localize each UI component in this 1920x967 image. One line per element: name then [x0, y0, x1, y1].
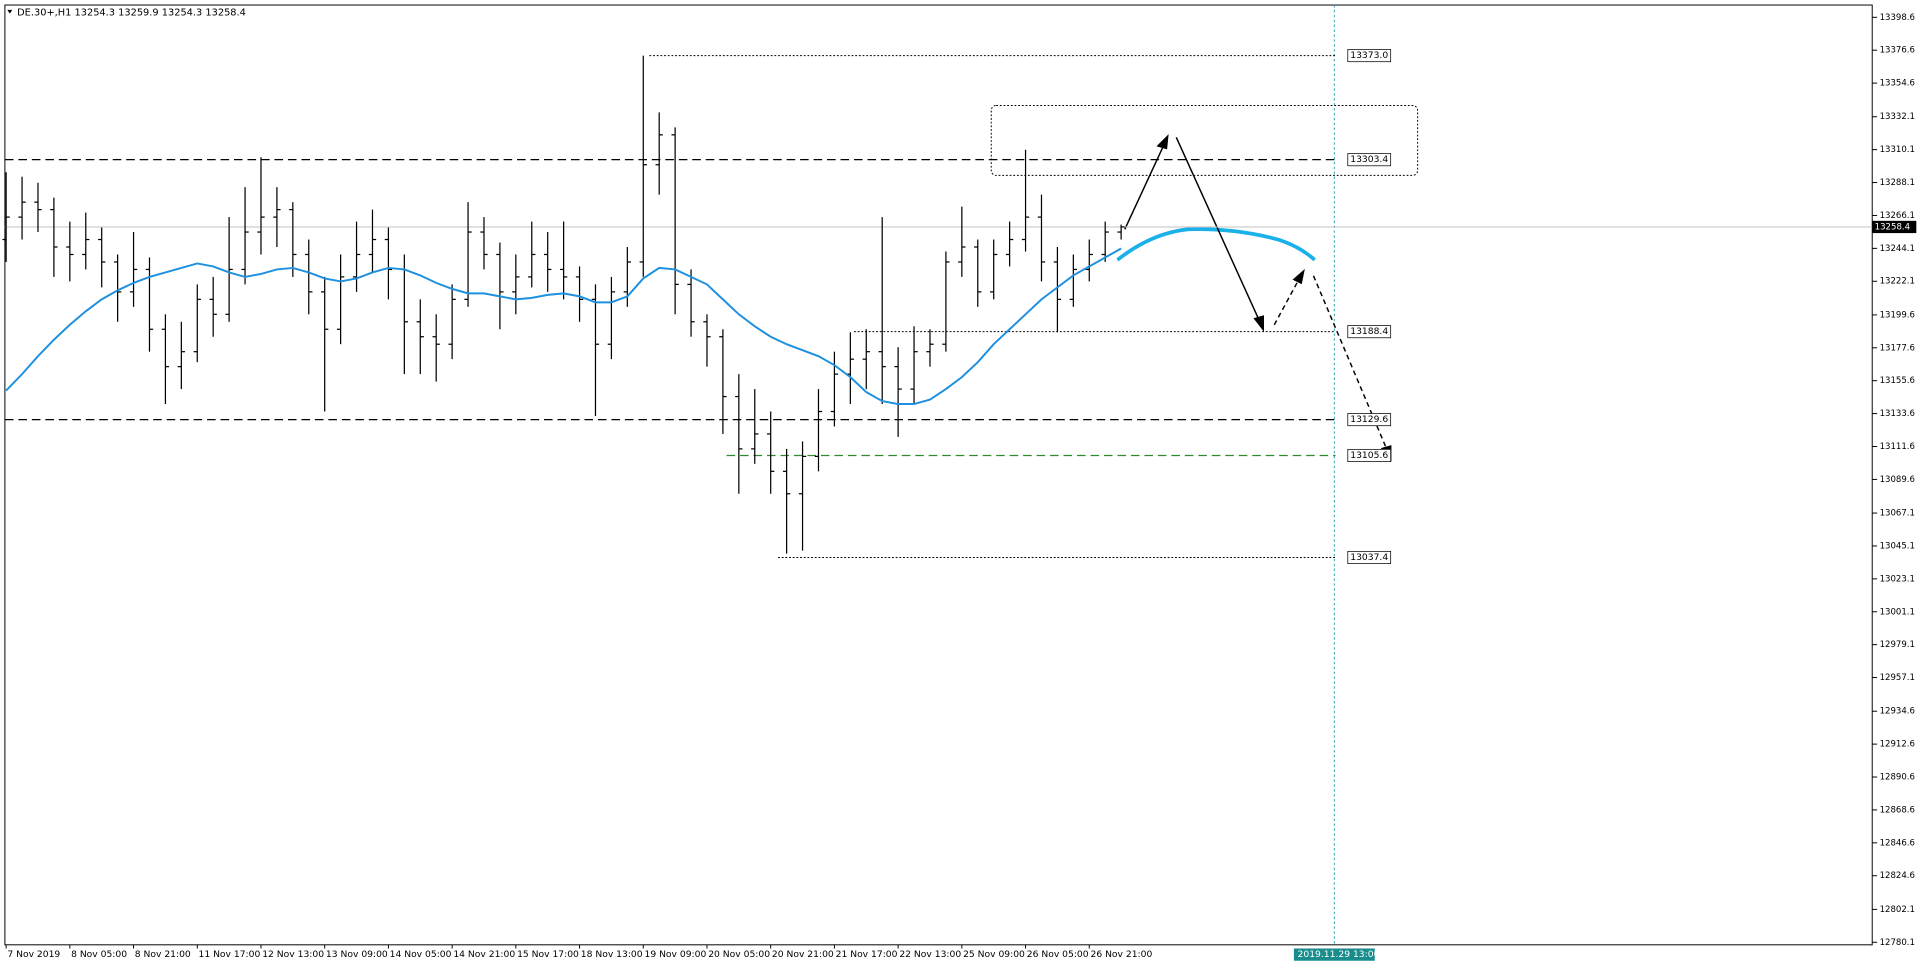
y-tick-label: 13023.1: [1880, 574, 1915, 584]
x-tick-label: 14 Nov 05:00: [390, 949, 452, 960]
moving-average: [5, 247, 1122, 406]
y-tick-label: 12934.6: [1880, 707, 1915, 717]
level-label: 13129.6: [1350, 414, 1388, 425]
y-tick-label: 13089.6: [1880, 475, 1915, 485]
x-tick-label: 13 Nov 09:00: [326, 949, 388, 960]
y-tick-label: 13199.6: [1880, 310, 1915, 320]
x-tick-label: 12 Nov 13:00: [262, 949, 324, 960]
y-tick-label: 13111.6: [1880, 442, 1915, 452]
cursor-label: 2019.11.29 13:00: [1298, 949, 1380, 960]
x-tick-label: 21 Nov 17:00: [836, 949, 898, 960]
y-tick-label: 13288.1: [1880, 178, 1915, 188]
y-tick-label: 12957.1: [1880, 673, 1915, 683]
level-label-box: [1347, 550, 1392, 564]
current-price-box: [1872, 220, 1917, 234]
y-tick-label: 13045.1: [1880, 541, 1915, 551]
level-label-box: [1347, 448, 1392, 462]
y-tick-label: 13398.6: [1880, 13, 1915, 23]
zone-box: [990, 105, 1419, 176]
menu-icon[interactable]: [7, 9, 13, 14]
y-tick-label: 12890.6: [1880, 773, 1915, 783]
level-label-box: [1347, 153, 1392, 167]
y-tick-label: 12824.6: [1880, 871, 1915, 881]
y-tick-label: 13155.6: [1880, 376, 1915, 386]
x-tick-label: 26 Nov 05:00: [1027, 949, 1089, 960]
y-tick-label: 13001.1: [1880, 607, 1915, 617]
x-tick-label: 7 Nov 2019: [7, 949, 60, 960]
x-tick-label: 11 Nov 17:00: [198, 949, 260, 960]
level-label: 13105.6: [1350, 450, 1388, 461]
y-tick-label: 12802.1: [1880, 905, 1915, 915]
level-label-box: [1347, 325, 1392, 339]
y-tick-label: 13177.6: [1880, 343, 1915, 353]
projection-curve: [1116, 227, 1316, 262]
y-tick-label: 13376.6: [1880, 46, 1915, 56]
y-tick-label: 12912.6: [1880, 740, 1915, 750]
plot-frame: [4, 4, 1873, 946]
x-tick-label: 20 Nov 05:00: [708, 949, 770, 960]
x-tick-label: 26 Nov 21:00: [1090, 949, 1152, 960]
x-tick-label: 18 Nov 13:00: [581, 949, 643, 960]
level-label: 13037.4: [1350, 552, 1388, 563]
x-tick-label: 8 Nov 21:00: [135, 949, 191, 960]
level-label-box: [1347, 49, 1392, 63]
x-tick-label: 14 Nov 21:00: [453, 949, 515, 960]
x-tick-label: 20 Nov 21:00: [772, 949, 834, 960]
level-label-box: [1347, 413, 1392, 427]
y-tick-label: 12780.1: [1880, 938, 1915, 948]
y-tick-label: 12979.1: [1880, 640, 1915, 650]
x-tick-label: 25 Nov 09:00: [963, 949, 1025, 960]
y-tick-label: 13244.1: [1880, 244, 1915, 254]
y-tick-label: 12846.6: [1880, 838, 1915, 848]
y-tick-label: 13222.1: [1880, 277, 1915, 287]
chart-header: DE.30+,H1 13254.3 13259.9 13254.3 13258.…: [17, 7, 246, 18]
y-tick-label: 13310.1: [1880, 145, 1915, 155]
level-label: 13188.4: [1350, 326, 1388, 337]
level-label: 13303.4: [1350, 154, 1388, 165]
cursor-label-box: [1293, 948, 1375, 961]
level-label: 13373.0: [1350, 50, 1388, 61]
y-tick-label: 13266.1: [1880, 211, 1915, 221]
y-tick-label: 13332.1: [1880, 112, 1915, 122]
y-tick-label: 13354.6: [1880, 79, 1915, 89]
x-tick-label: 19 Nov 09:00: [644, 949, 706, 960]
x-tick-label: 22 Nov 13:00: [899, 949, 961, 960]
current-price-label: 13258.4: [1875, 222, 1910, 232]
y-tick-label: 13133.6: [1880, 409, 1915, 419]
y-tick-label: 13067.1: [1880, 509, 1915, 519]
x-tick-label: 15 Nov 17:00: [517, 949, 579, 960]
y-tick-label: 12868.6: [1880, 805, 1915, 815]
x-tick-label: 8 Nov 05:00: [71, 949, 127, 960]
